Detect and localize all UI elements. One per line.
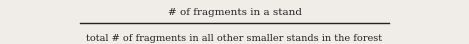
Text: total # of fragments in all other smaller stands in the forest: total # of fragments in all other smalle… [86,34,383,43]
Text: # of fragments in a stand: # of fragments in a stand [167,8,302,17]
